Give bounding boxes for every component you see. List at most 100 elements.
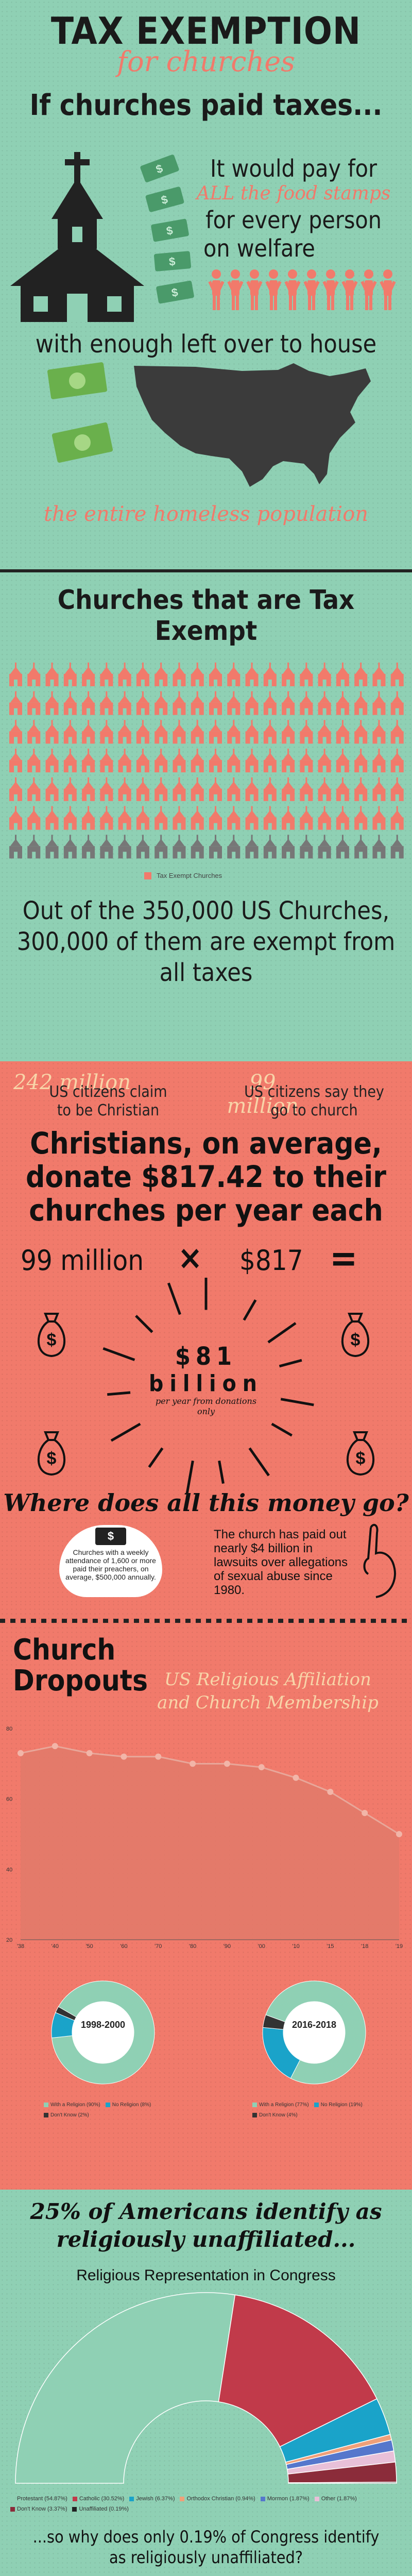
legend-label: Protestant (54.87%) xyxy=(17,2496,67,2502)
church-mark xyxy=(191,835,204,859)
taxes-line2: ALL the food stamps xyxy=(196,183,391,204)
church-mark xyxy=(136,691,149,715)
church-mark xyxy=(390,691,404,715)
church-mark xyxy=(354,777,368,801)
burst-line xyxy=(135,1315,153,1333)
burst-line xyxy=(218,1460,225,1484)
donut-hole xyxy=(283,2002,345,2063)
church-mark xyxy=(372,720,386,744)
church-mark xyxy=(136,663,149,686)
burst-line xyxy=(148,1447,164,1468)
church-mark xyxy=(27,663,41,686)
church-mark xyxy=(82,806,95,830)
legend-swatch xyxy=(252,2112,257,2117)
x-tick-label: '19 xyxy=(396,1943,403,1950)
church-mark xyxy=(191,806,204,830)
congress-slice xyxy=(218,2294,377,2448)
church-mark xyxy=(263,806,277,830)
y-tick-label: 80 xyxy=(6,1726,12,1732)
church-mark xyxy=(9,720,22,744)
church-mark xyxy=(173,749,186,773)
church-mark xyxy=(227,749,241,773)
church-mark xyxy=(100,663,113,686)
exempt-stat-line3: all taxes xyxy=(159,958,253,987)
area-point xyxy=(362,1810,368,1816)
church-mark xyxy=(300,777,313,801)
church-mark xyxy=(9,777,22,801)
taxes-line6: the entire homeless population xyxy=(43,502,369,526)
church-mark xyxy=(191,691,204,715)
legend-item: No Religion (19%) xyxy=(314,2102,363,2108)
taxes-line3: for every person xyxy=(205,206,382,234)
legend-swatch xyxy=(44,2112,48,2117)
taxes-heading: If churches paid taxes... xyxy=(29,89,383,122)
person-icon xyxy=(284,269,301,310)
equation-times: × xyxy=(178,1239,203,1277)
church-mark xyxy=(318,749,331,773)
congress-chart-title: Religious Representation in Congress xyxy=(76,2267,336,2284)
church-mark xyxy=(82,720,95,744)
legend-label: Don't Know (2%) xyxy=(50,2112,89,2118)
area-point xyxy=(224,1760,230,1767)
legend-label: Don't Know (4%) xyxy=(259,2112,298,2118)
section-unaffiliated: 25% of Americans identify as religiously… xyxy=(0,2190,412,2576)
church-mark xyxy=(118,691,131,715)
pie-chart-1998 xyxy=(51,1980,155,2084)
church-icon xyxy=(10,152,144,322)
church-mark xyxy=(27,835,41,859)
dollar-bill-icon: $ xyxy=(95,1528,126,1545)
church-mark xyxy=(27,749,41,773)
church-mark xyxy=(27,777,41,801)
church-mark xyxy=(154,720,168,744)
church-mark xyxy=(173,663,186,686)
church-mark xyxy=(282,806,295,830)
person-icon xyxy=(208,269,225,310)
legend-item: Other (1.87%) xyxy=(314,2496,357,2502)
church-mark xyxy=(173,691,186,715)
burst-line xyxy=(110,1422,141,1442)
page-subtitle: for churches xyxy=(117,45,295,78)
church-mark xyxy=(45,806,59,830)
church-mark xyxy=(336,663,349,686)
taxes-line1: It would pay for xyxy=(210,155,377,182)
burst-line xyxy=(243,1299,257,1321)
burst-line xyxy=(167,1282,181,1315)
legend-label: Orthodox Christian (0.94%) xyxy=(186,2496,255,2502)
church-mark xyxy=(300,663,313,686)
burst-lines xyxy=(102,1278,314,1494)
legend-swatch xyxy=(105,2102,110,2107)
church-mark xyxy=(282,835,295,859)
money-bag-icon xyxy=(37,1431,66,1476)
legend-item: No Religion (8%) xyxy=(105,2102,151,2108)
total-unit: billion xyxy=(149,1370,263,1397)
unaffiliated-heading-line1: 25% of Americans identify as xyxy=(30,2199,382,2224)
church-mark xyxy=(9,806,22,830)
church-mark xyxy=(9,835,22,859)
closing-line2: as religiously unaffiliated? xyxy=(109,2548,303,2567)
donate-headline-line1: Christians, on average, xyxy=(30,1126,382,1161)
dashed-divider xyxy=(0,1619,412,1623)
church-mark xyxy=(318,806,331,830)
legend-item: Don't Know (2%) xyxy=(44,2112,89,2118)
membership-area-chart: 80 60 40 20 '38 '40 '50 '60 '70 '80 '90 '00 '10 '15 '1… xyxy=(6,1726,403,1950)
church-mark xyxy=(136,720,149,744)
church-mark xyxy=(173,777,186,801)
church-mark xyxy=(118,806,131,830)
svg-text:$: $ xyxy=(165,224,174,238)
church-mark xyxy=(45,749,59,773)
area-point xyxy=(18,1750,24,1756)
area-point xyxy=(121,1753,127,1760)
church-mark xyxy=(118,720,131,744)
church-mark xyxy=(300,806,313,830)
pie-chart-2016 xyxy=(262,1980,366,2084)
christians-text: US citizens claim to be Christian xyxy=(49,1083,167,1120)
church-mark xyxy=(173,720,186,744)
person-icon xyxy=(322,269,339,310)
church-mark xyxy=(209,806,222,830)
legend-label: With a Religion (77%) xyxy=(259,2102,309,2108)
church-mark xyxy=(227,691,241,715)
church-mark xyxy=(100,749,113,773)
legend-label: Jewish (6.37%) xyxy=(136,2496,175,2502)
exempt-legend: Tax Exempt Churches xyxy=(144,871,299,881)
church-mark xyxy=(209,777,222,801)
